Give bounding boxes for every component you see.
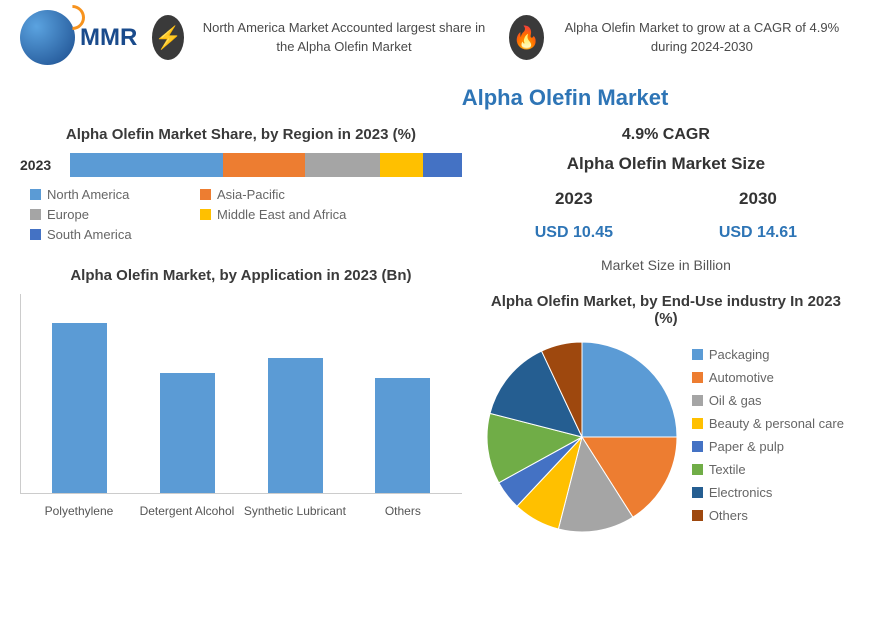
bar-wrap bbox=[26, 323, 134, 493]
globe-icon bbox=[20, 10, 75, 65]
region-chart-title: Alpha Olefin Market Share, by Region in … bbox=[20, 126, 462, 143]
legend-item: Packaging bbox=[692, 347, 844, 362]
legend-label: Asia-Pacific bbox=[217, 187, 285, 202]
left-column: Alpha Olefin Market Share, by Region in … bbox=[20, 126, 462, 542]
legend-swatch bbox=[30, 209, 41, 220]
size-val-2: USD 14.61 bbox=[719, 224, 797, 242]
legend-item: Electronics bbox=[692, 485, 844, 500]
market-size-block: 4.9% CAGR Alpha Olefin Market Size 2023 … bbox=[482, 126, 850, 273]
stacked-year: 2023 bbox=[20, 157, 70, 173]
right-column: 4.9% CAGR Alpha Olefin Market Size 2023 … bbox=[482, 126, 850, 542]
bar-label: Synthetic Lubricant bbox=[241, 504, 349, 518]
seg-middle-east-and-africa bbox=[380, 153, 423, 177]
legend-item: Middle East and Africa bbox=[200, 207, 350, 222]
size-year-2: 2030 bbox=[739, 189, 777, 209]
bar bbox=[52, 323, 107, 493]
size-title: Alpha Olefin Market Size bbox=[482, 154, 850, 174]
legend-item: Oil & gas bbox=[692, 393, 844, 408]
legend-item: Beauty & personal care bbox=[692, 416, 844, 431]
bar bbox=[268, 358, 323, 493]
region-legend: North America Asia-Pacific Europe Middle Ea… bbox=[20, 187, 462, 242]
header: MMR ⚡ North America Market Accounted lar… bbox=[0, 0, 870, 75]
logo: MMR bbox=[20, 10, 137, 65]
pie-legend: Packaging Automotive Oil & gas Beauty & per… bbox=[692, 337, 844, 542]
legend-swatch bbox=[692, 395, 703, 406]
bar-wrap bbox=[241, 358, 349, 493]
legend-item: Europe bbox=[30, 207, 180, 222]
legend-item: Paper & pulp bbox=[692, 439, 844, 454]
app-bar-chart bbox=[20, 294, 462, 494]
legend-swatch bbox=[692, 510, 703, 521]
header-badge-1: ⚡ North America Market Accounted largest… bbox=[152, 15, 493, 60]
legend-swatch bbox=[200, 189, 211, 200]
pie-title: Alpha Olefin Market, by End-Use industry… bbox=[482, 293, 850, 327]
size-val-1: USD 10.45 bbox=[535, 224, 613, 242]
seg-north-america bbox=[70, 153, 223, 177]
bar bbox=[160, 373, 215, 493]
bar-wrap bbox=[134, 373, 242, 493]
legend-swatch bbox=[692, 464, 703, 475]
bar-wrap bbox=[349, 378, 457, 493]
bar-label: Detergent Alcohol bbox=[133, 504, 241, 518]
badge-2-text: Alpha Olefin Market to grow at a CAGR of… bbox=[554, 19, 850, 55]
legend-swatch bbox=[692, 441, 703, 452]
content: Alpha Olefin Market Share, by Region in … bbox=[0, 126, 870, 542]
legend-label: Beauty & personal care bbox=[709, 416, 844, 431]
legend-label: Packaging bbox=[709, 347, 770, 362]
legend-swatch bbox=[30, 229, 41, 240]
pie-chart bbox=[482, 337, 682, 542]
legend-swatch bbox=[692, 372, 703, 383]
bar-label: Polyethylene bbox=[25, 504, 133, 518]
legend-label: Automotive bbox=[709, 370, 774, 385]
bar-labels: PolyethyleneDetergent AlcoholSynthetic L… bbox=[20, 499, 462, 518]
seg-south-america bbox=[423, 153, 462, 177]
cagr-text: 4.9% CAGR bbox=[482, 126, 850, 144]
legend-item: North America bbox=[30, 187, 180, 202]
legend-swatch bbox=[692, 418, 703, 429]
pie-slice bbox=[582, 342, 677, 437]
legend-swatch bbox=[200, 209, 211, 220]
seg-europe bbox=[305, 153, 379, 177]
legend-label: Oil & gas bbox=[709, 393, 762, 408]
legend-item: Textile bbox=[692, 462, 844, 477]
legend-label: Europe bbox=[47, 207, 89, 222]
legend-label: Paper & pulp bbox=[709, 439, 784, 454]
legend-swatch bbox=[692, 349, 703, 360]
app-chart-title: Alpha Olefin Market, by Application in 2… bbox=[20, 267, 462, 284]
legend-item: Asia-Pacific bbox=[200, 187, 350, 202]
bar-label: Others bbox=[349, 504, 457, 518]
region-stacked-bar: 2023 bbox=[20, 153, 462, 177]
legend-label: Others bbox=[709, 508, 748, 523]
legend-swatch bbox=[692, 487, 703, 498]
legend-label: North America bbox=[47, 187, 129, 202]
legend-label: Textile bbox=[709, 462, 746, 477]
pie-section: Packaging Automotive Oil & gas Beauty & per… bbox=[482, 337, 850, 542]
size-year-1: 2023 bbox=[555, 189, 593, 209]
logo-text: MMR bbox=[80, 24, 137, 52]
legend-label: South America bbox=[47, 227, 132, 242]
seg-asia-pacific bbox=[223, 153, 305, 177]
main-title: Alpha Olefin Market bbox=[260, 85, 870, 111]
legend-swatch bbox=[30, 189, 41, 200]
stacked-segments bbox=[70, 153, 462, 177]
legend-label: Middle East and Africa bbox=[217, 207, 346, 222]
legend-item: South America bbox=[30, 227, 180, 242]
bolt-icon: ⚡ bbox=[152, 15, 184, 60]
legend-item: Automotive bbox=[692, 370, 844, 385]
legend-item: Others bbox=[692, 508, 844, 523]
size-note: Market Size in Billion bbox=[482, 257, 850, 273]
flame-icon: 🔥 bbox=[509, 15, 544, 60]
header-badge-2: 🔥 Alpha Olefin Market to grow at a CAGR … bbox=[509, 15, 850, 60]
bar bbox=[375, 378, 430, 493]
badge-1-text: North America Market Accounted largest s… bbox=[194, 19, 493, 55]
legend-label: Electronics bbox=[709, 485, 773, 500]
